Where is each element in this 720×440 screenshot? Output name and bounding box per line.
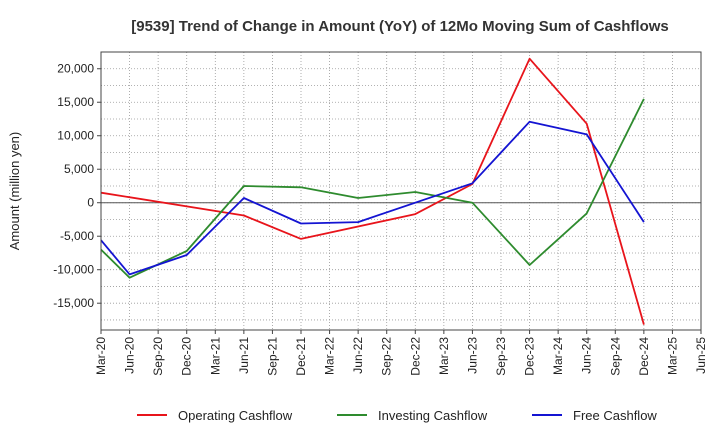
y-tick-label: -5,000 bbox=[60, 229, 94, 243]
x-tick-label: Jun-23 bbox=[465, 337, 479, 374]
legend-label: Free Cashflow bbox=[573, 408, 657, 423]
x-tick-label: Dec-21 bbox=[294, 337, 308, 376]
x-tick-label: Mar-22 bbox=[323, 337, 337, 375]
plot-border bbox=[100, 51, 702, 331]
axis-layer: -15,000 -10,000 -5,000 0 5,000 10,000 15,000 20… bbox=[53, 51, 708, 376]
y-tick-label: 20,000 bbox=[57, 62, 94, 76]
x-tick-label: Dec-20 bbox=[180, 337, 194, 376]
x-tick-label: Mar-25 bbox=[665, 337, 679, 375]
x-tick-label: Mar-21 bbox=[208, 337, 222, 375]
grid-layer bbox=[100, 51, 702, 330]
x-tick-label: Sep-21 bbox=[265, 337, 279, 376]
x-tick-label: Dec-23 bbox=[523, 337, 537, 376]
x-tick-label: Sep-24 bbox=[608, 337, 622, 376]
y-tick-label: 10,000 bbox=[57, 129, 94, 143]
series-layer bbox=[100, 57, 645, 325]
series-line bbox=[100, 57, 645, 325]
x-tick-label: Mar-23 bbox=[437, 337, 451, 375]
legend-label: Operating Cashflow bbox=[178, 408, 293, 423]
x-tick-label: Sep-22 bbox=[380, 337, 394, 376]
series-line bbox=[100, 98, 645, 279]
x-tick-label: Mar-24 bbox=[551, 337, 565, 375]
x-tick-label: Sep-23 bbox=[494, 337, 508, 376]
x-tick-label: Sep-20 bbox=[151, 337, 165, 376]
y-tick-label: 5,000 bbox=[64, 162, 94, 176]
chart-title: [9539] Trend of Change in Amount (YoY) o… bbox=[131, 18, 669, 35]
legend: Operating Cashflow Investing Cashflow Free… bbox=[137, 408, 657, 423]
legend-label: Investing Cashflow bbox=[378, 408, 488, 423]
series-line bbox=[100, 120, 645, 276]
y-tick-label: 0 bbox=[87, 196, 94, 210]
x-tick-label: Jun-25 bbox=[694, 337, 708, 374]
x-tick-label: Mar-20 bbox=[94, 337, 108, 375]
y-tick-label: -15,000 bbox=[53, 296, 94, 310]
x-tick-label: Dec-24 bbox=[637, 337, 651, 376]
x-tick-label: Dec-22 bbox=[408, 337, 422, 376]
y-tick-label: -10,000 bbox=[53, 263, 94, 277]
x-tick-label: Jun-24 bbox=[580, 337, 594, 374]
x-tick-label: Jun-21 bbox=[237, 337, 251, 374]
x-tick-label: Jun-22 bbox=[351, 337, 365, 374]
y-tick-label: 15,000 bbox=[57, 95, 94, 109]
x-tick-label: Jun-20 bbox=[123, 337, 137, 374]
y-axis-label: Amount (million yen) bbox=[7, 132, 22, 251]
